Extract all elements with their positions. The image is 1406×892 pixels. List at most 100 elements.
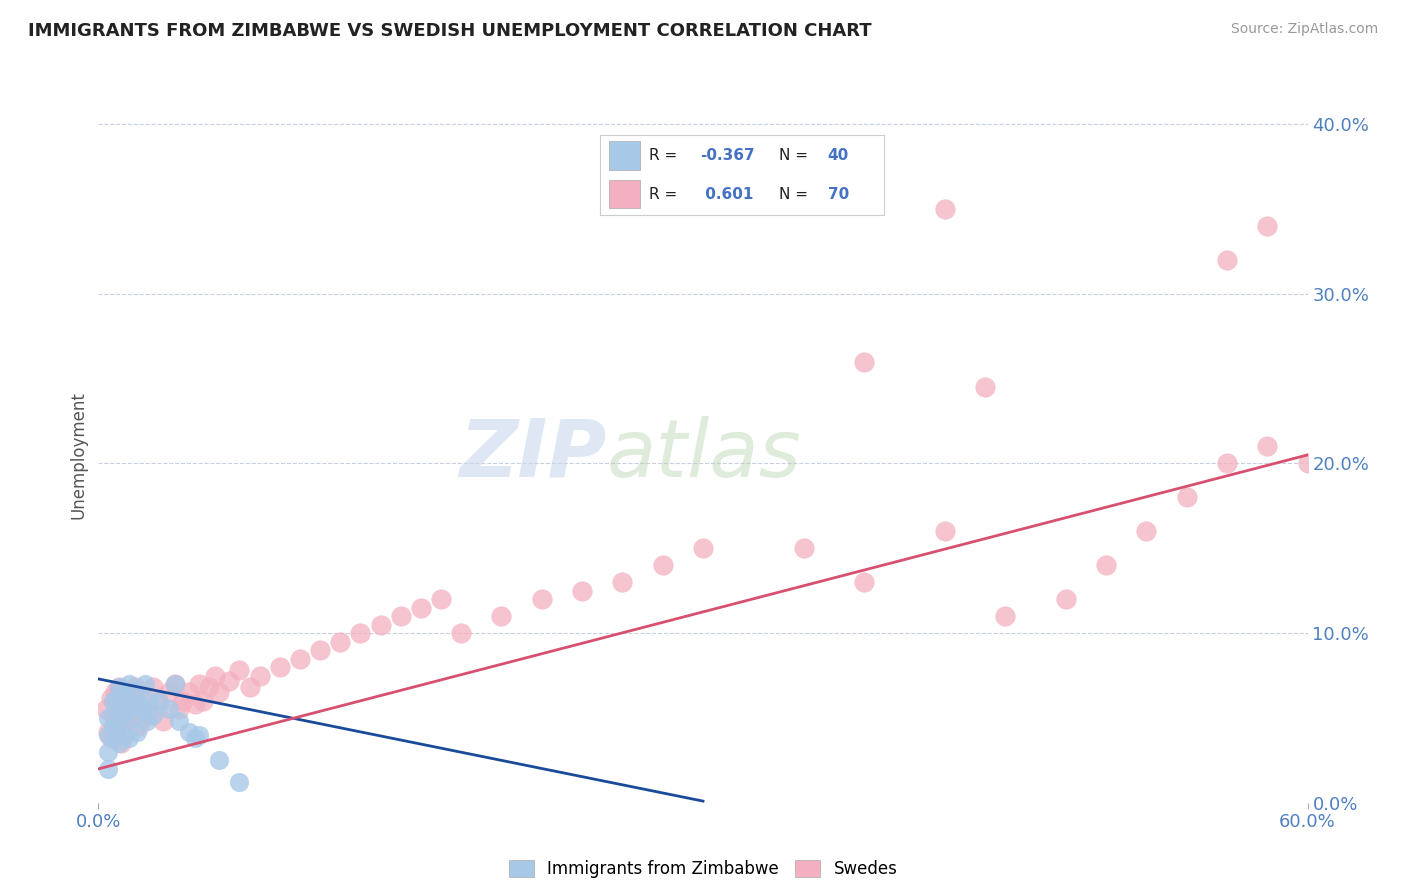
Point — [101, 707, 124, 722]
Point — [1175, 491, 1198, 505]
Legend: Immigrants from Zimbabwe, Swedes: Immigrants from Zimbabwe, Swedes — [502, 854, 904, 885]
Point — [934, 524, 956, 539]
Text: 0.601: 0.601 — [700, 186, 754, 202]
Point — [188, 728, 211, 742]
Point — [128, 719, 150, 733]
Point — [111, 685, 134, 699]
Point — [97, 762, 120, 776]
Point — [571, 583, 593, 598]
Point — [692, 541, 714, 556]
Point — [188, 677, 211, 691]
Point — [1216, 252, 1239, 267]
Point — [142, 707, 165, 722]
Point — [204, 668, 226, 682]
Text: 40: 40 — [828, 148, 849, 163]
Point — [198, 681, 221, 695]
Point — [103, 702, 125, 716]
Point — [121, 711, 143, 725]
FancyBboxPatch shape — [609, 179, 640, 209]
Point — [118, 698, 141, 712]
Point — [934, 202, 956, 216]
Y-axis label: Unemployment: Unemployment — [69, 391, 87, 519]
Point — [148, 694, 170, 708]
Point — [97, 728, 120, 742]
Point — [309, 643, 332, 657]
Point — [101, 694, 124, 708]
Point — [163, 677, 186, 691]
Point — [370, 617, 392, 632]
Point — [125, 702, 148, 716]
Text: ZIP: ZIP — [458, 416, 606, 494]
Point — [100, 731, 122, 746]
Point — [125, 724, 148, 739]
Point — [114, 694, 136, 708]
Point — [101, 719, 124, 733]
Text: IMMIGRANTS FROM ZIMBABWE VS SWEDISH UNEMPLOYMENT CORRELATION CHART: IMMIGRANTS FROM ZIMBABWE VS SWEDISH UNEM… — [28, 22, 872, 40]
Point — [152, 714, 174, 729]
Point — [288, 651, 311, 665]
Point — [218, 673, 240, 688]
Point — [193, 694, 215, 708]
Point — [179, 685, 201, 699]
Point — [107, 714, 129, 729]
Point — [329, 634, 352, 648]
Text: 70: 70 — [828, 186, 849, 202]
Text: Source: ZipAtlas.com: Source: ZipAtlas.com — [1230, 22, 1378, 37]
Point — [491, 609, 513, 624]
Point — [100, 690, 122, 705]
Point — [163, 677, 186, 691]
Point — [530, 592, 553, 607]
Point — [128, 698, 150, 712]
Text: atlas: atlas — [606, 416, 801, 494]
Point — [1135, 524, 1157, 539]
Point — [105, 698, 128, 712]
Point — [107, 681, 129, 695]
Point — [103, 731, 125, 746]
Point — [138, 694, 160, 708]
Point — [97, 711, 120, 725]
Point — [105, 724, 128, 739]
Point — [184, 731, 207, 746]
Point — [1216, 457, 1239, 471]
Point — [148, 698, 170, 712]
Point — [107, 681, 129, 695]
Point — [167, 714, 190, 729]
Point — [249, 668, 271, 682]
Point — [430, 592, 453, 607]
Point — [111, 702, 134, 716]
Point — [114, 728, 136, 742]
Point — [994, 609, 1017, 624]
Point — [167, 702, 190, 716]
Point — [1296, 457, 1319, 471]
Point — [157, 702, 180, 716]
Point — [103, 685, 125, 699]
Text: -0.367: -0.367 — [700, 148, 754, 163]
Point — [115, 685, 138, 699]
Point — [120, 690, 142, 705]
Point — [142, 681, 165, 695]
Point — [450, 626, 472, 640]
Point — [228, 775, 250, 789]
Point — [1095, 558, 1118, 573]
FancyBboxPatch shape — [609, 141, 640, 170]
Point — [107, 698, 129, 712]
Point — [110, 694, 132, 708]
Point — [97, 745, 120, 759]
Point — [184, 698, 207, 712]
Point — [114, 714, 136, 729]
Point — [208, 753, 231, 767]
Point — [97, 724, 120, 739]
Point — [853, 575, 876, 590]
Point — [124, 681, 146, 695]
Point — [389, 609, 412, 624]
Point — [132, 702, 155, 716]
Point — [120, 694, 142, 708]
Point — [974, 380, 997, 394]
Point — [135, 714, 157, 729]
Point — [96, 702, 118, 716]
Point — [208, 685, 231, 699]
Point — [349, 626, 371, 640]
Point — [793, 541, 815, 556]
Point — [118, 702, 141, 716]
Point — [138, 707, 160, 722]
